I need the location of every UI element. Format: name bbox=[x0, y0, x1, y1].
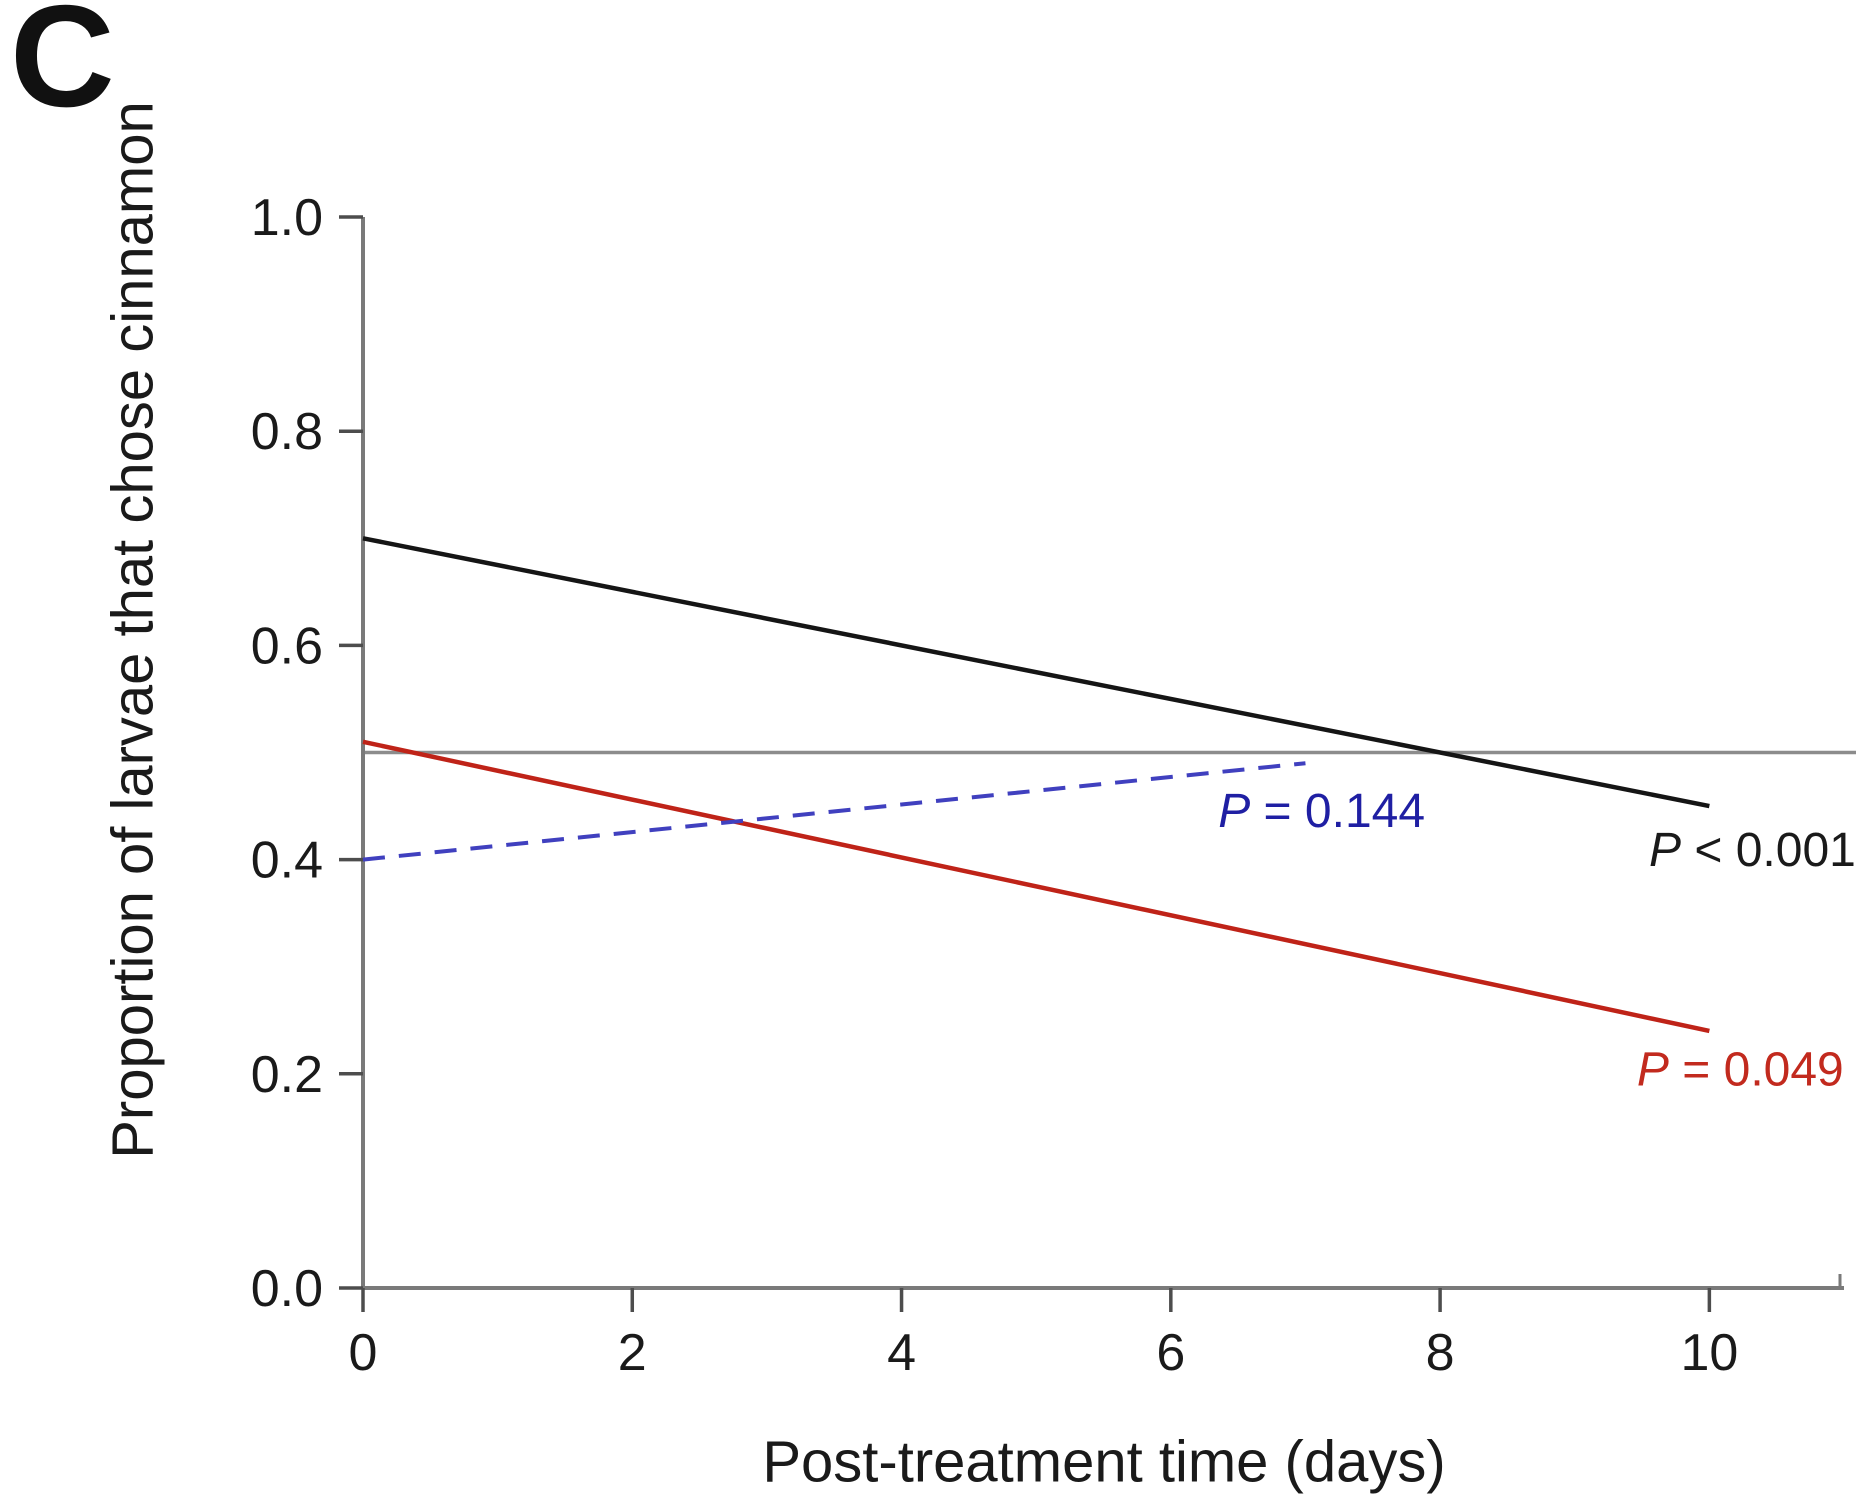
y-tick-label: 1.0 bbox=[251, 189, 323, 247]
x-tick-label: 0 bbox=[349, 1324, 378, 1382]
y-tick-label: 0.4 bbox=[251, 832, 323, 890]
y-tick-label: 0.2 bbox=[251, 1046, 323, 1104]
x-tick-label: 2 bbox=[618, 1324, 647, 1382]
p-value-label: P = 0.144 bbox=[1218, 785, 1425, 838]
series-red-regression bbox=[362, 739, 1710, 1034]
x-tick-label: 8 bbox=[1426, 1324, 1455, 1382]
x-tick-label: 6 bbox=[1156, 1324, 1185, 1382]
x-tick-label: 4 bbox=[887, 1324, 916, 1382]
panel-label: C bbox=[10, 0, 115, 137]
p-value-label: P = 0.049 bbox=[1637, 1043, 1844, 1096]
y-tick-label: 0.6 bbox=[251, 617, 323, 675]
x-tick-label: 10 bbox=[1680, 1324, 1738, 1382]
series-black-regression bbox=[362, 536, 1710, 809]
p-value-label: P < 0.001 bbox=[1649, 824, 1856, 877]
series-blue-regression bbox=[362, 761, 1306, 862]
x-axis-title: Post-treatment time (days) bbox=[762, 1429, 1446, 1495]
y-tick-label: 0.8 bbox=[251, 403, 323, 461]
y-tick-label: 0.0 bbox=[251, 1260, 323, 1318]
